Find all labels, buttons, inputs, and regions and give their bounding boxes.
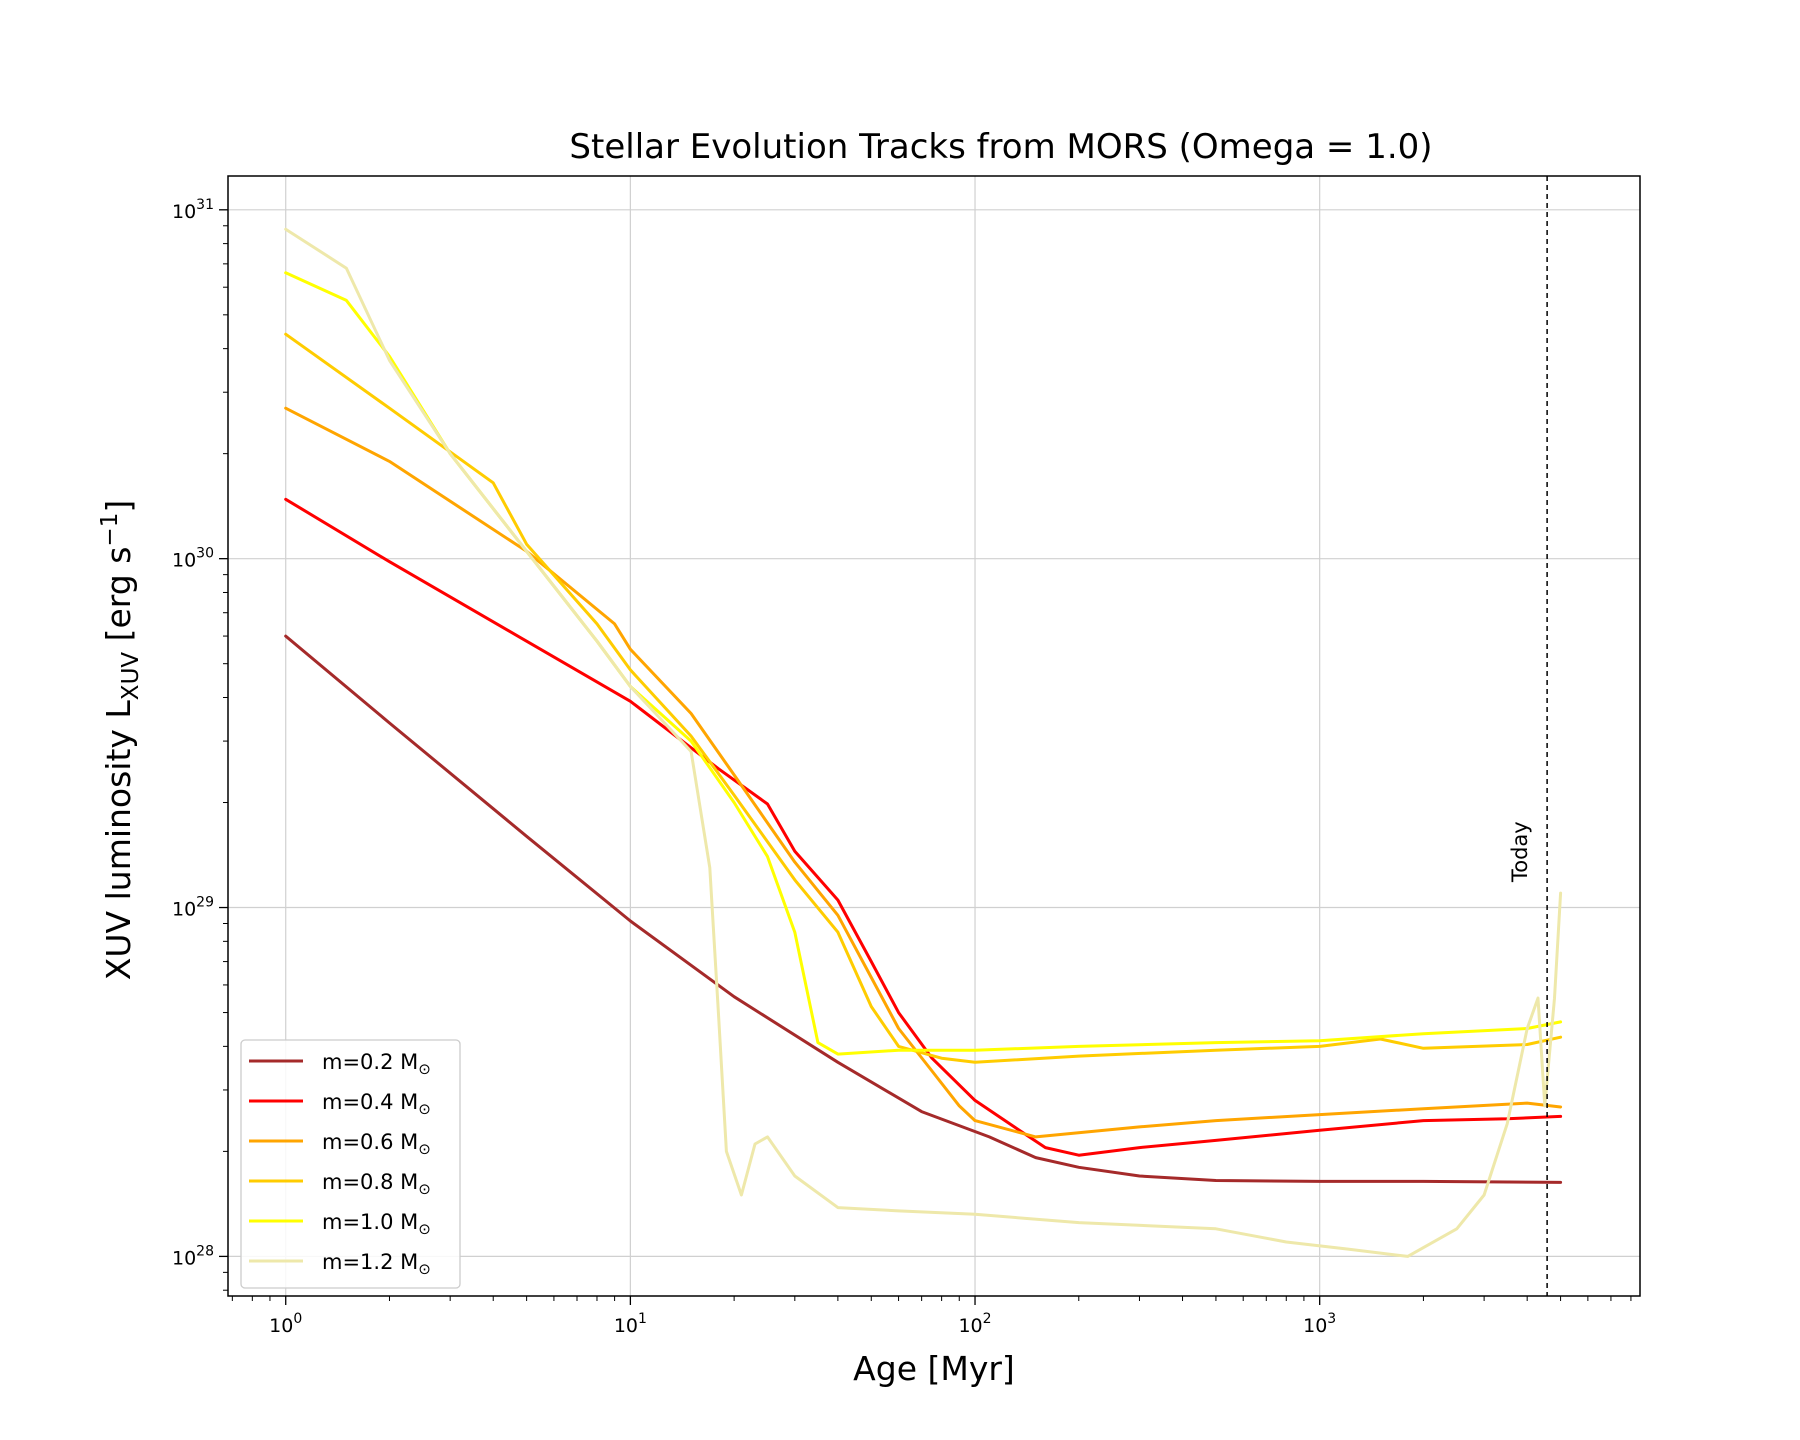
series-line (284, 497, 1563, 1157)
y-axis-label-main: XUV luminosity L (99, 700, 138, 981)
solar-symbol-icon: ⊙ (418, 1100, 431, 1118)
x-tick-base: 10 (269, 1315, 293, 1337)
solar-symbol-icon: ⊙ (418, 1180, 431, 1198)
y-tick-base: 10 (172, 201, 196, 223)
x-tick-exp: 3 (1327, 1311, 1336, 1327)
legend-entry: m=1.0 M⊙ (322, 1210, 431, 1238)
y-axis-label-sub: XUV (118, 652, 144, 701)
series-lines (284, 227, 1563, 1258)
chart-title: Stellar Evolution Tracks from MORS (Omeg… (569, 127, 1432, 167)
x-tick-base: 10 (614, 1315, 638, 1337)
x-tick-label: 102 (958, 1311, 991, 1337)
x-tick-exp: 1 (638, 1311, 647, 1327)
y-axis-label: XUV luminosity LXUV [erg s−1] (97, 500, 144, 980)
y-axis-label-unit: [erg s (99, 547, 138, 652)
x-tick-base: 10 (958, 1315, 982, 1337)
x-tick-label: 103 (1303, 1311, 1336, 1337)
x-tick-exp: 2 (983, 1311, 992, 1327)
y-tick-exp: 31 (196, 197, 214, 213)
legend-entry: m=0.8 M⊙ (322, 1170, 431, 1198)
legend-entry-label: m=1.2 M (322, 1250, 418, 1274)
y-tick-exp: 29 (196, 895, 214, 911)
legend-entry-label: m=0.6 M (322, 1130, 418, 1154)
y-tick-label: 1031 (172, 197, 214, 223)
plot-frame (227, 175, 1641, 1297)
y-axis-label-unit-end: ] (99, 500, 138, 513)
x-axis-label: Age [Myr] (853, 1349, 1015, 1388)
series-line (284, 227, 1563, 1258)
x-tick-exp: 0 (293, 1311, 302, 1327)
y-tick-label: 1028 (172, 1243, 214, 1269)
y-tick-base: 10 (172, 1247, 196, 1269)
y-tick-exp: 30 (196, 546, 214, 562)
legend-entry: m=0.2 M⊙ (322, 1050, 431, 1078)
x-tick-base: 10 (1303, 1315, 1327, 1337)
y-tick-label: 1030 (172, 546, 214, 572)
y-tick-base: 10 (172, 550, 196, 572)
legend-entry: m=1.2 M⊙ (322, 1250, 431, 1278)
solar-symbol-icon: ⊙ (418, 1260, 431, 1278)
today-label: Today (1508, 821, 1532, 883)
series-line (284, 406, 1563, 1139)
gridlines (228, 176, 1640, 1296)
legend-entry-label: m=0.4 M (322, 1090, 418, 1114)
series-line (284, 634, 1563, 1184)
y-tick-label: 1029 (172, 895, 214, 921)
today-annotation: Today (1508, 176, 1548, 1296)
legend-entry: m=0.6 M⊙ (322, 1130, 431, 1158)
legend-entry-label: m=1.0 M (322, 1210, 418, 1234)
solar-symbol-icon: ⊙ (418, 1140, 431, 1158)
y-axis-label-unit-exp: −1 (97, 513, 123, 547)
legend-entry-label: m=0.2 M (322, 1050, 418, 1074)
legend-entry-label: m=0.8 M (322, 1170, 418, 1194)
solar-symbol-icon: ⊙ (418, 1220, 431, 1238)
solar-symbol-icon: ⊙ (418, 1060, 431, 1078)
legend: m=0.2 M⊙m=0.4 M⊙m=0.6 M⊙m=0.8 M⊙m=1.0 M⊙… (240, 1039, 461, 1289)
x-tick-label: 100 (269, 1311, 302, 1337)
x-tick-label: 101 (614, 1311, 647, 1337)
legend-entry: m=0.4 M⊙ (322, 1090, 431, 1118)
y-tick-exp: 28 (196, 1243, 214, 1259)
series-line (284, 332, 1563, 1064)
y-tick-base: 10 (172, 899, 196, 921)
